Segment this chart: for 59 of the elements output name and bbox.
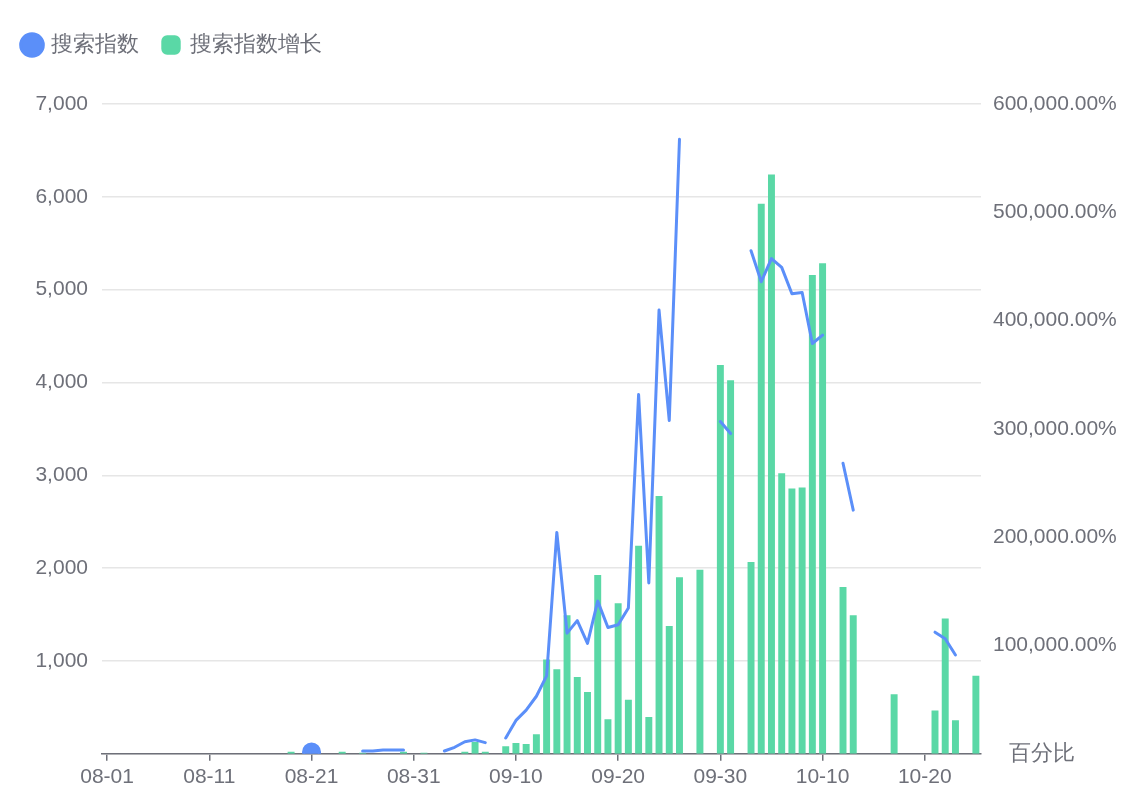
bar [635, 545, 643, 754]
legend-label: 搜索指数增长 [190, 31, 322, 57]
bar [624, 699, 632, 754]
y-tick-label: 5,000 [35, 276, 88, 300]
bar [849, 615, 857, 754]
bar [502, 746, 510, 754]
bar [778, 473, 786, 754]
y-tick-label: 6,000 [35, 183, 88, 207]
y2-tick-label: 100,000.00% [993, 632, 1117, 656]
y-tick-label: 3,000 [35, 462, 88, 486]
bar [798, 487, 806, 754]
x-tick-label: 08-11 [183, 764, 236, 788]
y-tick-label: 7,000 [35, 90, 88, 114]
y-tick-label: 4,000 [35, 369, 88, 393]
y2-tick-label: 300,000.00% [993, 415, 1117, 439]
x-tick-label: 08-31 [386, 764, 441, 788]
x-tick-label: 09-10 [489, 764, 543, 788]
bar [655, 496, 663, 754]
bar [768, 174, 775, 754]
bar [665, 626, 673, 754]
bar [788, 488, 796, 754]
bar [819, 263, 827, 754]
bar [584, 692, 591, 754]
bar [604, 719, 612, 754]
bar [614, 603, 622, 754]
y2-tick-label: 500,000.00% [993, 199, 1117, 223]
bar [532, 734, 540, 754]
y2-axis-title: 百分比 [1009, 739, 1075, 765]
bar [645, 716, 653, 754]
y2-tick-label: 200,000.00% [993, 524, 1117, 547]
y2-tick-label: 600,000.00% [993, 90, 1117, 114]
bar [696, 569, 704, 754]
y-tick-label: 2,000 [35, 554, 88, 578]
bar [951, 720, 959, 754]
x-tick-label: 08-21 [284, 764, 339, 788]
y-tick-label: 1,000 [35, 647, 88, 671]
bar [808, 275, 816, 754]
x-tick-label: 10-10 [795, 764, 850, 788]
bar [890, 694, 898, 754]
bar [553, 669, 561, 754]
bar [512, 742, 520, 754]
bar [573, 676, 581, 754]
legend-label: 搜索指数 [51, 31, 139, 57]
bar [522, 744, 530, 754]
bar [471, 741, 479, 754]
bar [563, 615, 571, 754]
x-tick-label: 10-20 [897, 764, 952, 788]
x-tick-label: 09-30 [693, 764, 748, 788]
y2-tick-label: 400,000.00% [993, 307, 1117, 331]
bar [757, 203, 765, 754]
bar [676, 577, 683, 754]
bar [727, 380, 735, 754]
bar [716, 365, 724, 754]
bar [972, 675, 980, 754]
bar [747, 562, 755, 754]
bar [594, 575, 602, 754]
x-tick-label: 08-01 [80, 764, 134, 788]
x-tick-label: 09-20 [591, 764, 646, 788]
bar [941, 618, 949, 754]
